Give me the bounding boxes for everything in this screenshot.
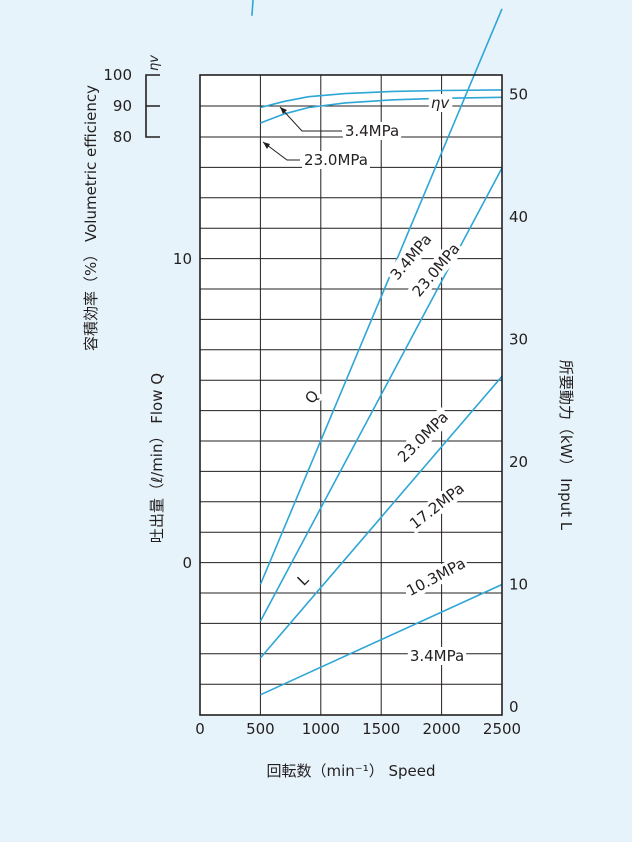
efficiency-curve-symbol-group: ηv: [428, 94, 453, 112]
power-tick-label: 50: [509, 86, 528, 104]
efficiency-tick-label: 90: [113, 97, 132, 115]
flow-label-23.0MPa-background: [407, 238, 465, 302]
efficiency-label-23.0MPa-group: 23.0MPa: [302, 151, 370, 169]
power-tick-label: 0: [509, 698, 519, 716]
flow-tick-label: 10: [173, 250, 192, 268]
efficiency-label-23.0MPa-background: [302, 151, 370, 169]
power-axis-label: 所要動力（kW） Input L: [557, 360, 575, 531]
flow-curve-symbol-group: Q: [300, 385, 324, 409]
efficiency-curve-symbol-background: [428, 94, 453, 112]
x-tick-label: 2000: [423, 720, 461, 738]
flow-label-3.4MPa-background: [385, 228, 437, 286]
power-tick-label: 20: [509, 453, 528, 471]
efficiency-label-3.4MPa-group: 3.4MPa: [342, 122, 402, 140]
x-axis-label: 回転数（min⁻¹） Speed: [266, 762, 435, 780]
arrowhead-efficiency-3.4MPa: [280, 107, 287, 114]
power-label-3.4MPa-group: 3.4MPa: [407, 647, 467, 665]
arrowhead-efficiency-23.0MPa: [263, 142, 270, 149]
power-curve-17.2MPa: [259, 167, 503, 622]
power-curve-10.3MPa: [259, 375, 503, 659]
x-tick-label: 2500: [483, 720, 521, 738]
leader-efficiency-3.4MPa: [279, 106, 342, 132]
efficiency-axis-label: 容積効率（%） Volumetric efficiency: [82, 85, 100, 351]
efficiency-curve-symbol: ηv: [431, 94, 451, 112]
efficiency-axis-symbol: ηv: [147, 55, 162, 71]
x-tick-label: 1500: [362, 720, 400, 738]
efficiency-label-3.4MPa: 3.4MPa: [345, 122, 399, 140]
power-tick-label: 10: [509, 576, 528, 594]
efficiency-tick-label: 100: [103, 66, 132, 84]
x-tick-label: 1000: [302, 720, 340, 738]
efficiency-tick-label: 80: [113, 128, 132, 146]
plot-background: [200, 75, 502, 715]
power-label-23.0MPa-background: [392, 406, 454, 468]
flow-tick-label: 0: [182, 554, 192, 572]
x-tick-label: 500: [246, 720, 275, 738]
power-label-10.3MPa-background: [401, 553, 471, 601]
plot-frame: [199, 74, 503, 716]
power-label-3.4MPa: 3.4MPa: [410, 647, 464, 665]
flow-axis-label: 吐出量（ℓ/min） Flow Q: [148, 373, 166, 543]
power-label-3.4MPa-background: [407, 647, 467, 665]
leader-efficiency-23.0MPa: [262, 141, 300, 161]
power-tick-label: 40: [509, 208, 528, 226]
efficiency-curve-3.4MPa: [260, 89, 503, 109]
power-curve-23.0MPa: [259, 8, 503, 585]
power-curve-3.4MPa: [260, 583, 503, 696]
power-tick-label: 30: [509, 331, 528, 349]
flow-curve-symbol-background: [300, 385, 324, 409]
x-tick-label: 0: [195, 720, 205, 738]
power-label-17.2MPa-background: [404, 478, 470, 534]
power-curve-symbol-background: [292, 568, 315, 591]
efficiency-axis-bracket: [145, 74, 160, 138]
efficiency-label-3.4MPa-background: [342, 122, 402, 140]
efficiency-label-23.0MPa: 23.0MPa: [304, 151, 368, 169]
